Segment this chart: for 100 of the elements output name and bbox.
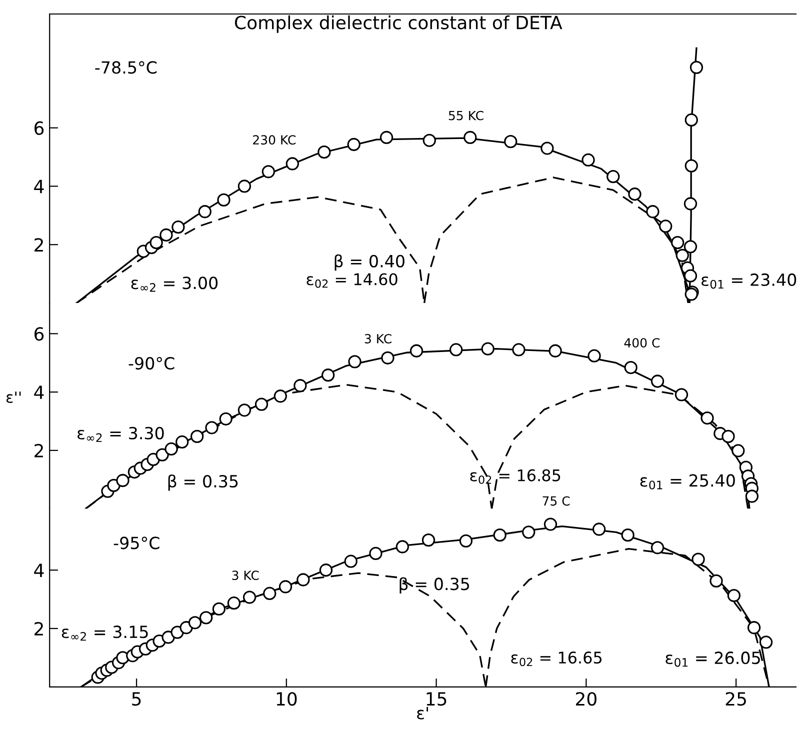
point — [190, 430, 204, 443]
point — [588, 349, 601, 362]
point — [624, 360, 638, 374]
point — [422, 533, 436, 547]
point — [296, 573, 310, 586]
point — [294, 379, 307, 392]
point — [690, 60, 704, 74]
annotation: β = 0.40 — [334, 254, 404, 271]
point — [684, 159, 698, 172]
point — [692, 552, 705, 566]
annotation: ε$_{02}$ = 14.60 — [306, 273, 398, 288]
point — [450, 343, 463, 356]
annotation: 230 KC — [253, 135, 296, 145]
y-tick-label: 2 — [34, 622, 43, 636]
y-tick-label: 4 — [34, 386, 44, 399]
point — [156, 448, 169, 462]
point — [659, 220, 672, 233]
point — [286, 157, 299, 170]
annotation: ε$_{∞2}$ = 3.15 — [62, 626, 148, 641]
point — [322, 368, 335, 382]
annotation: -95°C — [114, 536, 160, 550]
point — [722, 430, 735, 443]
point — [684, 113, 698, 127]
y-tick-label: 2 — [34, 444, 43, 458]
annotation: 3 KC — [364, 334, 392, 344]
point — [481, 342, 494, 356]
y-tick-label: 2 — [34, 238, 43, 252]
point — [727, 588, 741, 602]
point — [650, 374, 664, 388]
point — [512, 343, 526, 356]
point — [217, 193, 230, 207]
x-tick-label: 5 — [132, 692, 141, 706]
point — [227, 596, 241, 610]
point — [263, 586, 276, 600]
x-tick-label: 10 — [276, 692, 297, 706]
point — [674, 388, 688, 402]
annotation: ε$_{∞2}$ = 3.30 — [78, 426, 164, 442]
annotation: ε$_{01}$ = 26.05 — [666, 652, 760, 667]
point — [176, 435, 189, 449]
y-tick-label: 4 — [34, 564, 44, 577]
point — [548, 344, 562, 358]
annotation: ε$_{∞2}$ = 3.00 — [131, 276, 218, 292]
point — [242, 590, 256, 604]
point — [318, 146, 331, 159]
point — [759, 636, 773, 649]
point — [606, 170, 620, 184]
point — [219, 412, 232, 426]
annotation: ε$_{01}$ = 23.40 — [702, 273, 796, 289]
point — [628, 188, 642, 201]
point — [238, 404, 252, 417]
point — [262, 165, 275, 178]
x-tick-label: 15 — [426, 692, 446, 706]
point — [396, 540, 409, 554]
annotation: 55 KC — [448, 110, 484, 120]
point — [592, 522, 606, 536]
point — [381, 351, 394, 364]
point — [684, 197, 698, 210]
point — [172, 220, 185, 234]
point — [212, 602, 226, 616]
point — [205, 421, 218, 434]
point — [745, 490, 759, 503]
annotation: 3 KC — [232, 570, 259, 580]
y-axis-title: ε'' — [6, 392, 21, 403]
point — [732, 444, 745, 458]
point — [459, 534, 473, 548]
point — [710, 574, 723, 588]
point — [380, 130, 394, 144]
point — [160, 228, 173, 242]
y-tick-label: 4 — [34, 180, 44, 194]
point — [150, 236, 163, 250]
annotation: ε$_{01}$ = 25.40 — [640, 474, 735, 490]
point — [410, 344, 424, 358]
point — [544, 518, 558, 531]
point — [344, 554, 358, 568]
point — [274, 390, 287, 403]
point — [671, 236, 684, 250]
annotation: 400 C — [624, 338, 660, 348]
point — [422, 134, 436, 147]
point — [700, 411, 714, 425]
point — [582, 153, 595, 167]
point — [621, 528, 634, 542]
point — [464, 130, 477, 144]
point — [676, 248, 689, 262]
point — [319, 564, 333, 577]
chart-title: Complex dielectric constant of DETA — [234, 15, 562, 33]
point — [198, 205, 212, 218]
point — [646, 205, 660, 218]
point — [369, 546, 382, 560]
annotation: -90°C — [128, 356, 174, 370]
x-tick-label: 20 — [576, 692, 596, 706]
point — [238, 180, 252, 193]
point — [684, 240, 698, 254]
point — [650, 541, 664, 554]
point — [348, 355, 362, 368]
annotation: -78.5°C — [95, 61, 157, 74]
point — [522, 526, 536, 539]
y-tick-label: 6 — [34, 121, 44, 135]
annotation: ε$_{02}$ = 16.85 — [470, 469, 560, 484]
annotation: 75 C — [542, 496, 570, 506]
x-axis-title: ε' — [417, 706, 428, 720]
